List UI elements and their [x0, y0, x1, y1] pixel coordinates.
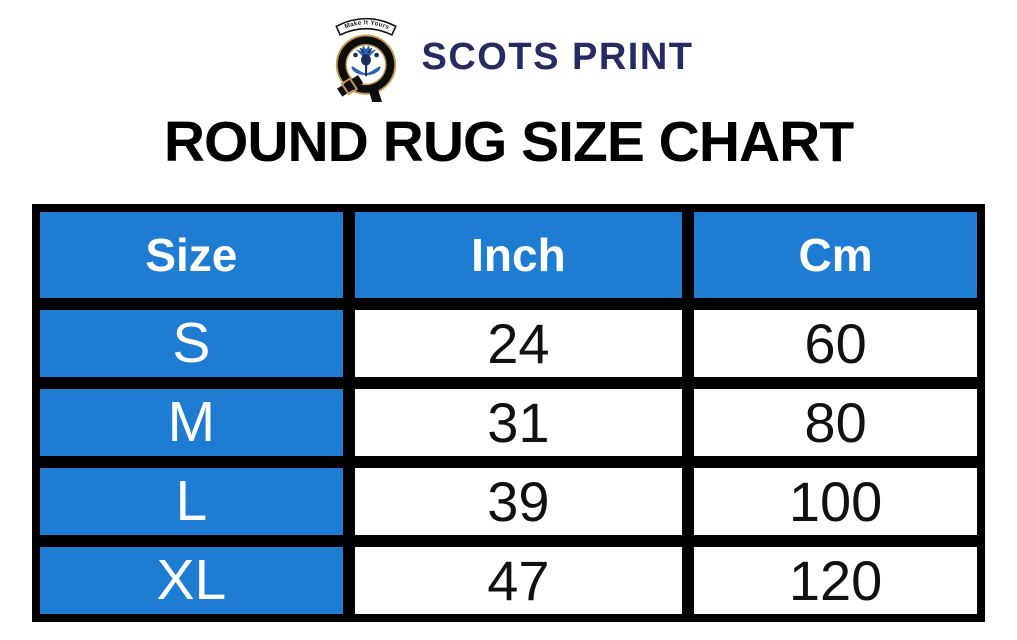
row-l-cm: 100 [694, 468, 977, 535]
row-l-inch: 39 [354, 468, 683, 535]
row-l-size: L [40, 468, 343, 535]
logo: Make It Yours [0, 0, 1017, 102]
badge-motto-text: Make It Yours [343, 19, 390, 31]
row-xl-inch: 47 [354, 547, 683, 614]
row-m-inch: 31 [354, 389, 683, 456]
header-cell-size: Size [40, 212, 343, 298]
header-cell-cm: Cm [694, 212, 977, 298]
row-xl-size: XL [40, 547, 343, 614]
header-cell-inch: Inch [354, 212, 683, 298]
row-s-size: S [40, 310, 343, 377]
row-m-cm: 80 [694, 389, 977, 456]
belt-buckle [336, 75, 382, 102]
thistle-icon [351, 45, 380, 77]
row-s-cm: 60 [694, 310, 977, 377]
page-title: ROUND RUG SIZE CHART [163, 110, 854, 174]
row-m-size: M [40, 389, 343, 456]
brand-name: SCOTS PRINT [421, 35, 694, 78]
row-xl-cm: 120 [694, 547, 977, 614]
motto-ribbon [334, 17, 397, 36]
size-chart-table: Size Inch Cm S 24 60 M 31 80 L 39 100 XL… [32, 204, 985, 622]
row-s-inch: 24 [354, 310, 683, 377]
clan-badge-icon: Make It Yours [334, 17, 397, 102]
